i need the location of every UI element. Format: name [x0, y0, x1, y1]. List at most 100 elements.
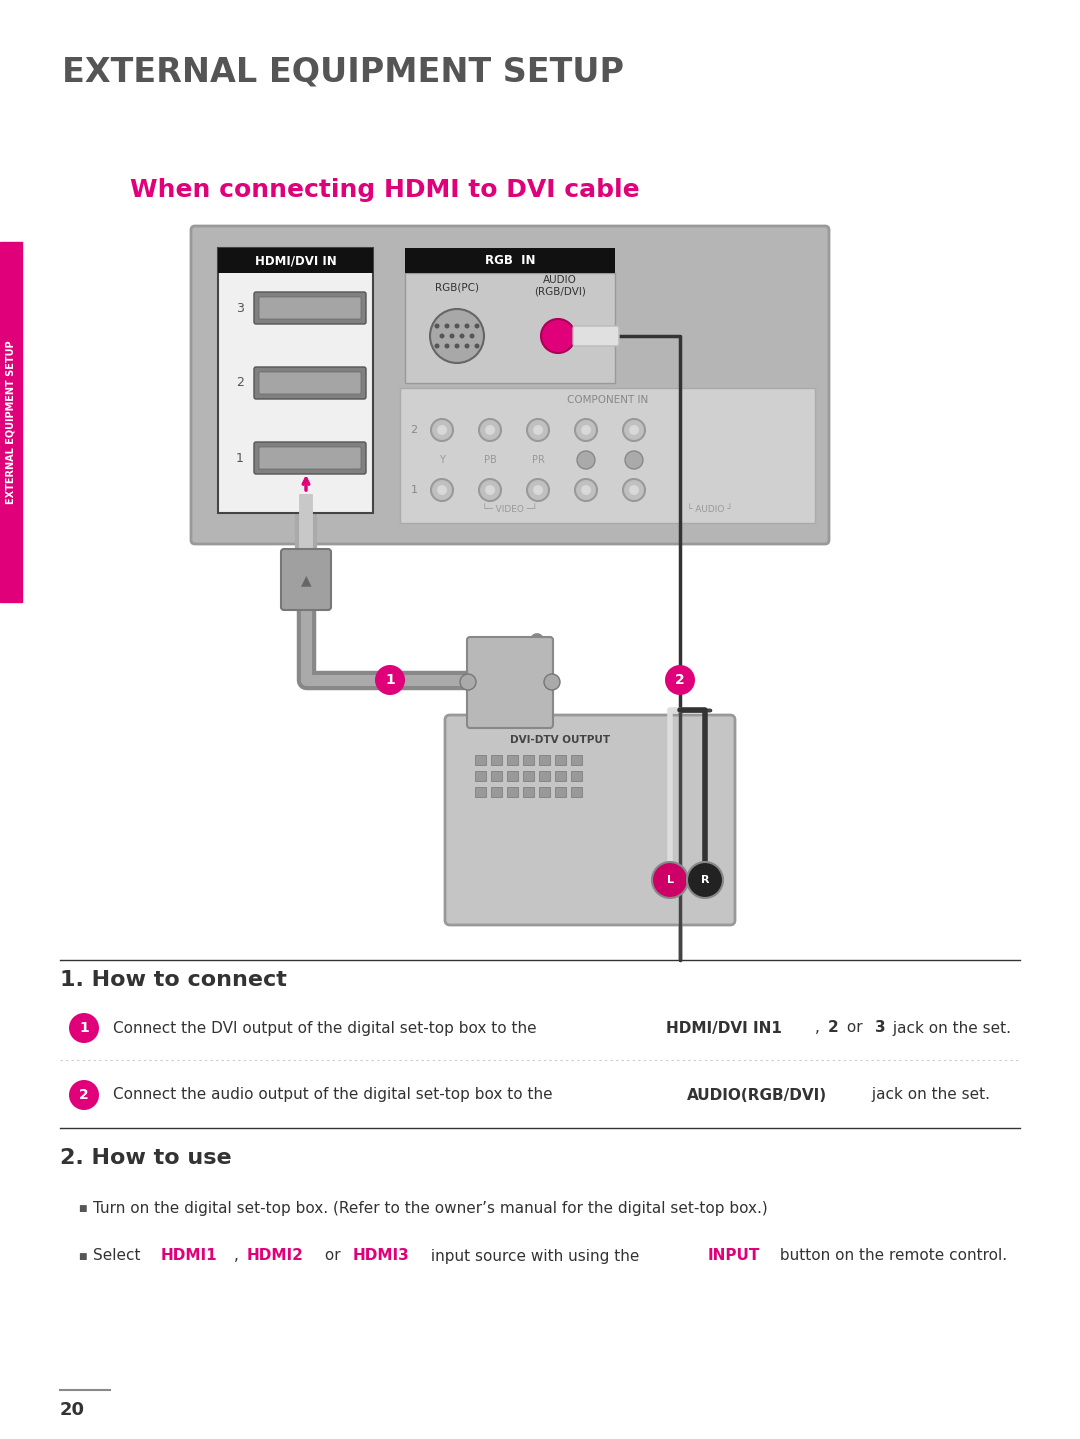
- Bar: [405, 248, 615, 273]
- Circle shape: [575, 479, 597, 501]
- Circle shape: [480, 479, 501, 501]
- Circle shape: [455, 324, 459, 328]
- Circle shape: [440, 334, 445, 338]
- Text: or: or: [842, 1020, 867, 1036]
- Text: HDMI/DVI IN: HDMI/DVI IN: [255, 255, 336, 268]
- Text: input source with using the: input source with using the: [426, 1249, 644, 1263]
- Text: Select: Select: [93, 1249, 146, 1263]
- Text: R: R: [701, 875, 710, 885]
- Circle shape: [431, 479, 453, 501]
- FancyBboxPatch shape: [573, 327, 619, 345]
- Circle shape: [575, 419, 597, 440]
- Text: COMPONENT IN: COMPONENT IN: [567, 394, 648, 404]
- FancyBboxPatch shape: [254, 292, 366, 324]
- Text: ,: ,: [233, 1249, 243, 1263]
- Circle shape: [464, 344, 470, 348]
- Circle shape: [434, 324, 440, 328]
- Circle shape: [69, 1013, 99, 1043]
- Bar: [0, 242, 22, 602]
- Text: ,: ,: [815, 1020, 825, 1036]
- Text: 2: 2: [79, 1088, 89, 1102]
- FancyBboxPatch shape: [191, 226, 829, 544]
- Text: button on the remote control.: button on the remote control.: [775, 1249, 1007, 1263]
- Bar: [475, 787, 486, 797]
- Bar: [400, 389, 815, 522]
- Text: Y: Y: [440, 455, 445, 465]
- Text: RGB(PC): RGB(PC): [435, 283, 480, 294]
- Text: 1: 1: [79, 1022, 89, 1035]
- FancyBboxPatch shape: [254, 367, 366, 399]
- Text: HDMI1: HDMI1: [161, 1249, 217, 1263]
- Circle shape: [460, 673, 476, 689]
- Bar: [523, 787, 534, 797]
- Text: RGB  IN: RGB IN: [485, 255, 536, 268]
- Circle shape: [623, 419, 645, 440]
- Text: Connect the audio output of the digital set-top box to the: Connect the audio output of the digital …: [113, 1088, 557, 1102]
- Text: AUDIO(RGB/DVI): AUDIO(RGB/DVI): [687, 1088, 826, 1102]
- Circle shape: [625, 450, 643, 469]
- Bar: [475, 755, 486, 766]
- Bar: [218, 248, 373, 512]
- Text: 2: 2: [410, 425, 418, 435]
- FancyBboxPatch shape: [259, 373, 361, 394]
- Circle shape: [470, 334, 474, 338]
- Circle shape: [581, 485, 591, 495]
- Text: 2: 2: [828, 1020, 839, 1036]
- FancyBboxPatch shape: [259, 296, 361, 319]
- FancyBboxPatch shape: [281, 550, 330, 610]
- Text: HDMI2: HDMI2: [246, 1249, 303, 1263]
- FancyBboxPatch shape: [254, 442, 366, 473]
- Text: DVI-DTV OUTPUT: DVI-DTV OUTPUT: [510, 735, 610, 745]
- Circle shape: [464, 324, 470, 328]
- Bar: [507, 787, 518, 797]
- Circle shape: [534, 425, 543, 435]
- Bar: [539, 755, 550, 766]
- Circle shape: [474, 344, 480, 348]
- Circle shape: [434, 344, 440, 348]
- Text: EXTERNAL EQUIPMENT SETUP: EXTERNAL EQUIPMENT SETUP: [62, 55, 624, 88]
- Bar: [555, 771, 566, 781]
- Circle shape: [527, 419, 549, 440]
- Text: PR: PR: [531, 455, 544, 465]
- Text: ■: ■: [78, 1203, 86, 1213]
- Text: or: or: [320, 1249, 346, 1263]
- Circle shape: [459, 334, 464, 338]
- Circle shape: [665, 665, 696, 695]
- FancyBboxPatch shape: [467, 637, 553, 728]
- Bar: [571, 787, 582, 797]
- Circle shape: [623, 479, 645, 501]
- Text: 3: 3: [237, 302, 244, 315]
- Circle shape: [455, 344, 459, 348]
- Circle shape: [430, 309, 484, 363]
- Text: 1: 1: [237, 452, 244, 465]
- Circle shape: [629, 485, 639, 495]
- Circle shape: [581, 425, 591, 435]
- Bar: [555, 755, 566, 766]
- Bar: [507, 755, 518, 766]
- Circle shape: [485, 425, 495, 435]
- Circle shape: [629, 425, 639, 435]
- Circle shape: [577, 450, 595, 469]
- Circle shape: [431, 419, 453, 440]
- Bar: [539, 771, 550, 781]
- Text: 20: 20: [60, 1402, 85, 1419]
- Bar: [218, 248, 373, 273]
- Circle shape: [474, 324, 480, 328]
- Bar: [491, 755, 502, 766]
- Text: 1: 1: [410, 485, 418, 495]
- Circle shape: [437, 425, 447, 435]
- Text: EXTERNAL EQUIPMENT SETUP: EXTERNAL EQUIPMENT SETUP: [6, 340, 16, 504]
- Circle shape: [527, 479, 549, 501]
- Text: jack on the set.: jack on the set.: [889, 1020, 1012, 1036]
- Circle shape: [687, 862, 723, 898]
- Bar: [523, 755, 534, 766]
- Text: 2. How to use: 2. How to use: [60, 1148, 231, 1168]
- Text: 2: 2: [675, 673, 685, 686]
- Circle shape: [480, 419, 501, 440]
- Text: 2: 2: [237, 377, 244, 390]
- Text: HDMI/DVI IN1: HDMI/DVI IN1: [666, 1020, 782, 1036]
- Text: HDMI3: HDMI3: [352, 1249, 409, 1263]
- Circle shape: [445, 344, 449, 348]
- Bar: [539, 787, 550, 797]
- Text: When connecting HDMI to DVI cable: When connecting HDMI to DVI cable: [130, 178, 639, 201]
